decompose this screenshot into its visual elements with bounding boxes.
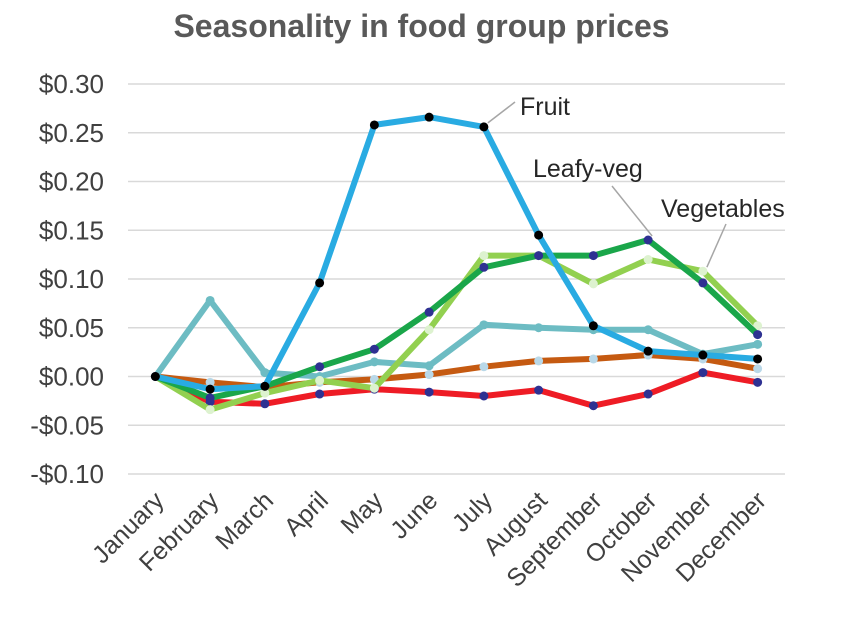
y-tick-label: -$0.05 [30,410,104,440]
series-1-point [753,364,763,374]
series-1-point [424,370,434,380]
annotations: Fruit Leafy-veg Vegetables [487,93,785,268]
series-1-point [588,354,598,364]
fruit-point [369,120,379,130]
series-3-point [205,295,215,305]
fruit-point [205,384,215,394]
vegetables-point [315,375,325,385]
series-3-line [152,297,761,380]
y-tick-label: -$0.10 [30,459,104,489]
vegetables-point [424,325,434,335]
series-2-point [534,385,544,395]
series-2-point [698,368,708,378]
leafy-veg-point [643,235,653,245]
series-lines [150,112,763,415]
vegetables-point [205,405,215,415]
leafy-veg-point [315,362,325,372]
fruit-point [479,122,489,132]
vegetables-point [588,279,598,289]
vegetables-point [369,383,379,393]
annotation-label: Fruit [520,93,570,121]
y-tick-label: $0.05 [39,313,104,343]
annotation-leader [487,101,516,124]
gridlines [128,83,785,475]
series-3-point [260,368,270,378]
x-tick-label: May [335,486,389,540]
leafy-veg-point [205,393,215,403]
annotation-leader [706,223,727,268]
series-2-point [643,389,653,399]
fruit-point [150,372,160,381]
series-2-line [152,369,761,409]
vegetables-point [753,321,763,331]
leafy-veg-point [534,251,544,261]
vegetables-point [479,251,489,261]
y-tick-label: $0.10 [39,264,104,294]
y-tick-label: $0.30 [39,69,104,99]
series-3-point [424,361,434,371]
series-1-point [205,377,215,387]
series-2-point [315,389,325,399]
leafy-veg-point [369,344,379,354]
fruit-point [534,230,544,240]
series-3-point [534,323,544,333]
leafy-veg-point [424,307,434,317]
leafy-veg-point [698,278,708,288]
y-tick-label: $0.00 [39,362,104,392]
chart-title: Seasonality in food group prices [173,8,670,44]
x-tick-label: April [279,486,334,541]
y-tick-label: $0.15 [39,215,104,245]
series-1-point [534,356,544,366]
series-2-point [260,399,270,409]
series-1-line [152,352,761,391]
x-tick-label: June [385,486,443,544]
vegetables-point [643,255,653,264]
leafy-veg-point [588,251,598,261]
annotation-label: Leafy-veg [533,155,643,183]
fruit-point [643,346,653,356]
annotation-leader [611,185,653,237]
annotation-label: Vegetables [661,195,785,223]
x-tick-label: March [210,486,279,555]
series-3-point [369,357,379,367]
fruit-point [753,354,763,364]
leafy-veg-point [753,330,763,340]
series-1-point [479,362,489,372]
fruit-point [315,278,325,288]
series-2-point [588,401,598,411]
y-tick-label: $0.25 [39,118,104,148]
series-2-point [424,387,434,397]
series-2-point [753,377,763,387]
y-tick-label: $0.20 [39,167,104,197]
y-axis-ticks: $0.30 $0.25 $0.20 $0.15 $0.10 $0.05 $0.00 -$0.0… [30,69,104,489]
fruit-point [698,350,708,360]
fruit-line [152,114,761,393]
series-2-point [479,391,489,401]
series-3-point [643,325,653,335]
vegetables-point [260,388,270,398]
fruit-point [424,112,434,122]
series-3-point [753,339,763,349]
leafy-veg-point [479,262,489,272]
fruit-point [260,381,270,391]
vegetables-point [698,266,708,276]
fruit-point [588,321,598,331]
series-3-point [479,320,489,330]
